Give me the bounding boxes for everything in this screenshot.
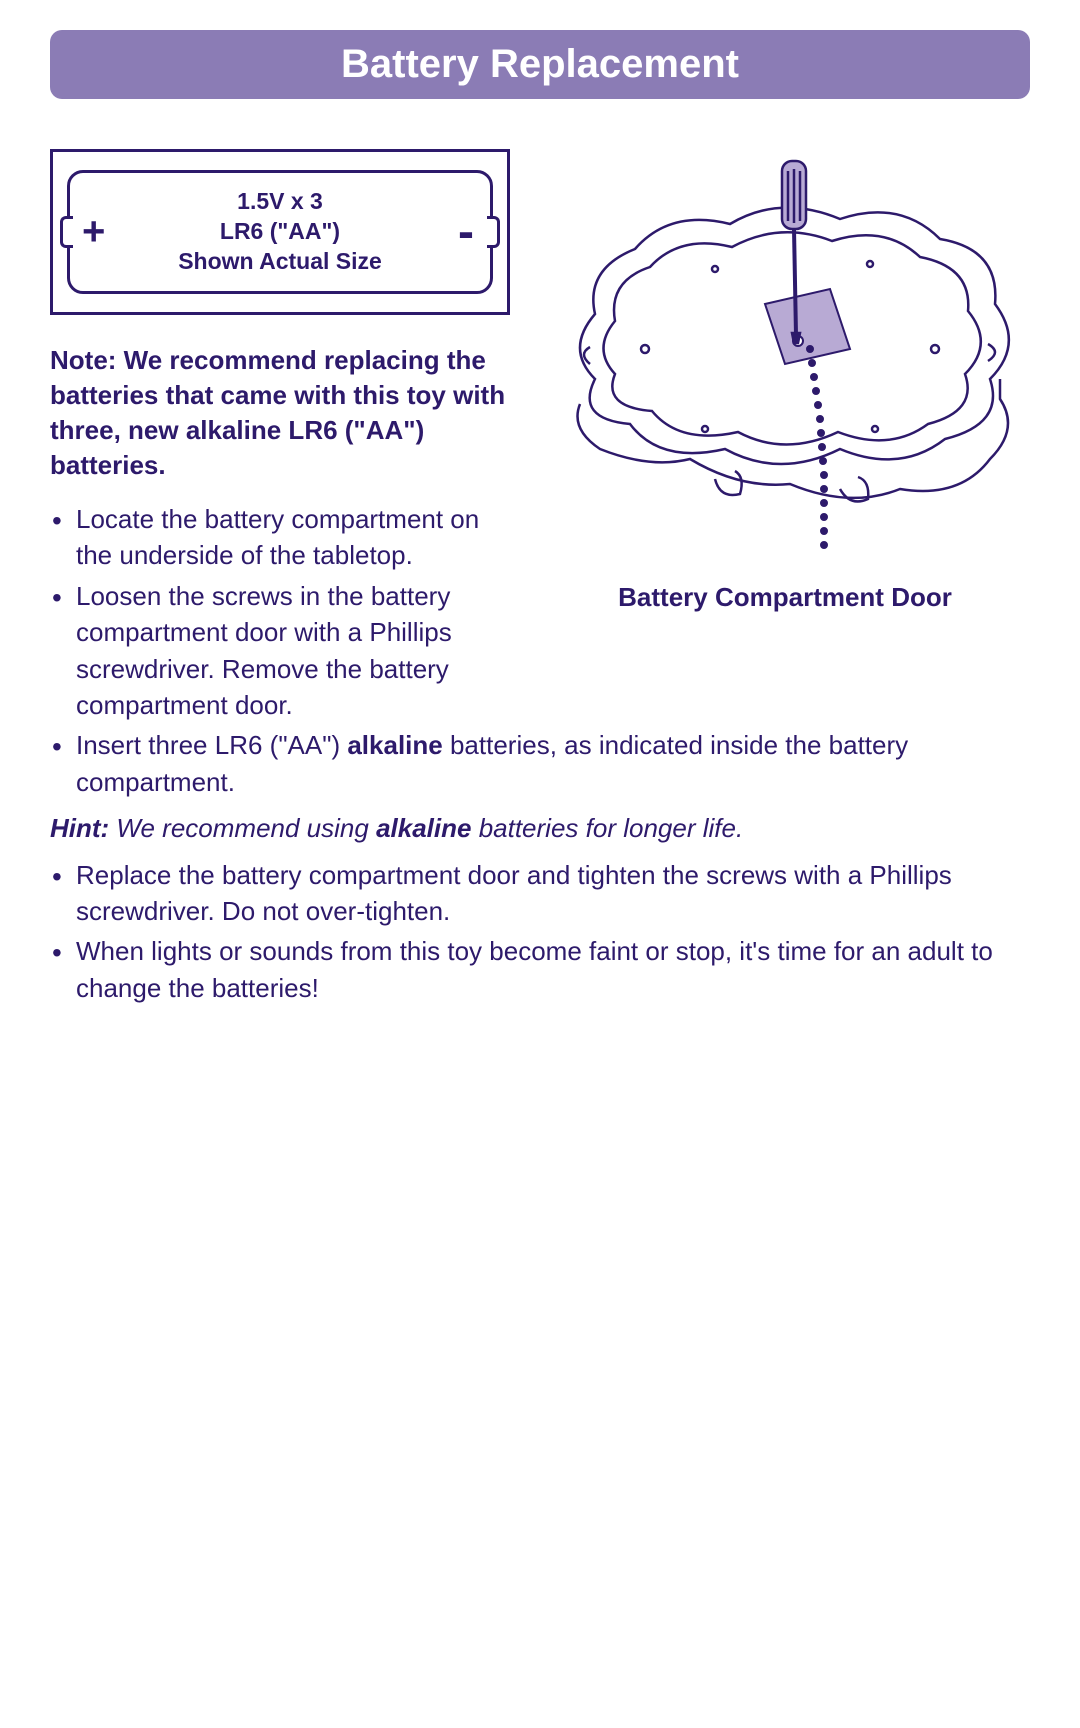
note-paragraph: Note: We recommend replacing the batteri… [50, 343, 510, 483]
bullet-text-bold: alkaline [347, 730, 442, 760]
top-section: + - 1.5V x 3 LR6 ("AA") Shown Actual Siz… [50, 149, 1030, 727]
hint-paragraph: Hint: We recommend using alkaline batter… [50, 810, 1030, 846]
bullet-item: Insert three LR6 ("AA") alkaline batteri… [50, 727, 1030, 800]
hint-bold: alkaline [376, 813, 471, 843]
instructions-full: Insert three LR6 ("AA") alkaline batteri… [50, 727, 1030, 1006]
battery-minus-terminal: - [458, 204, 474, 259]
hint-label: Hint: [50, 813, 109, 843]
page-title: Battery Replacement [50, 42, 1030, 87]
battery-outline: + - 1.5V x 3 LR6 ("AA") Shown Actual Siz… [67, 170, 493, 294]
hint-post: batteries for longer life. [471, 813, 743, 843]
hint-pre: We recommend using [109, 813, 376, 843]
header-bar: Battery Replacement [50, 30, 1030, 99]
bullet-text-pre: Insert three LR6 ("AA") [76, 730, 347, 760]
battery-plus-terminal: + [82, 209, 105, 254]
instructions-narrow: Locate the battery compartment on the un… [50, 501, 510, 723]
battery-info-box: + - 1.5V x 3 LR6 ("AA") Shown Actual Siz… [50, 149, 510, 315]
tabletop-diagram [540, 149, 1030, 569]
battery-spec-line2: LR6 ("AA") [110, 217, 450, 247]
left-column: + - 1.5V x 3 LR6 ("AA") Shown Actual Siz… [50, 149, 510, 727]
battery-spec-line3: Shown Actual Size [110, 247, 450, 277]
bullet-item: Loosen the screws in the battery compart… [50, 578, 510, 724]
bullet-item: Replace the battery compartment door and… [50, 857, 1030, 930]
diagram-callout-label: Battery Compartment Door [540, 582, 1030, 613]
diagram-column: Battery Compartment Door [540, 149, 1030, 727]
bullet-item: When lights or sounds from this toy beco… [50, 933, 1030, 1006]
bullet-item: Locate the battery compartment on the un… [50, 501, 510, 574]
battery-spec-line1: 1.5V x 3 [110, 187, 450, 217]
